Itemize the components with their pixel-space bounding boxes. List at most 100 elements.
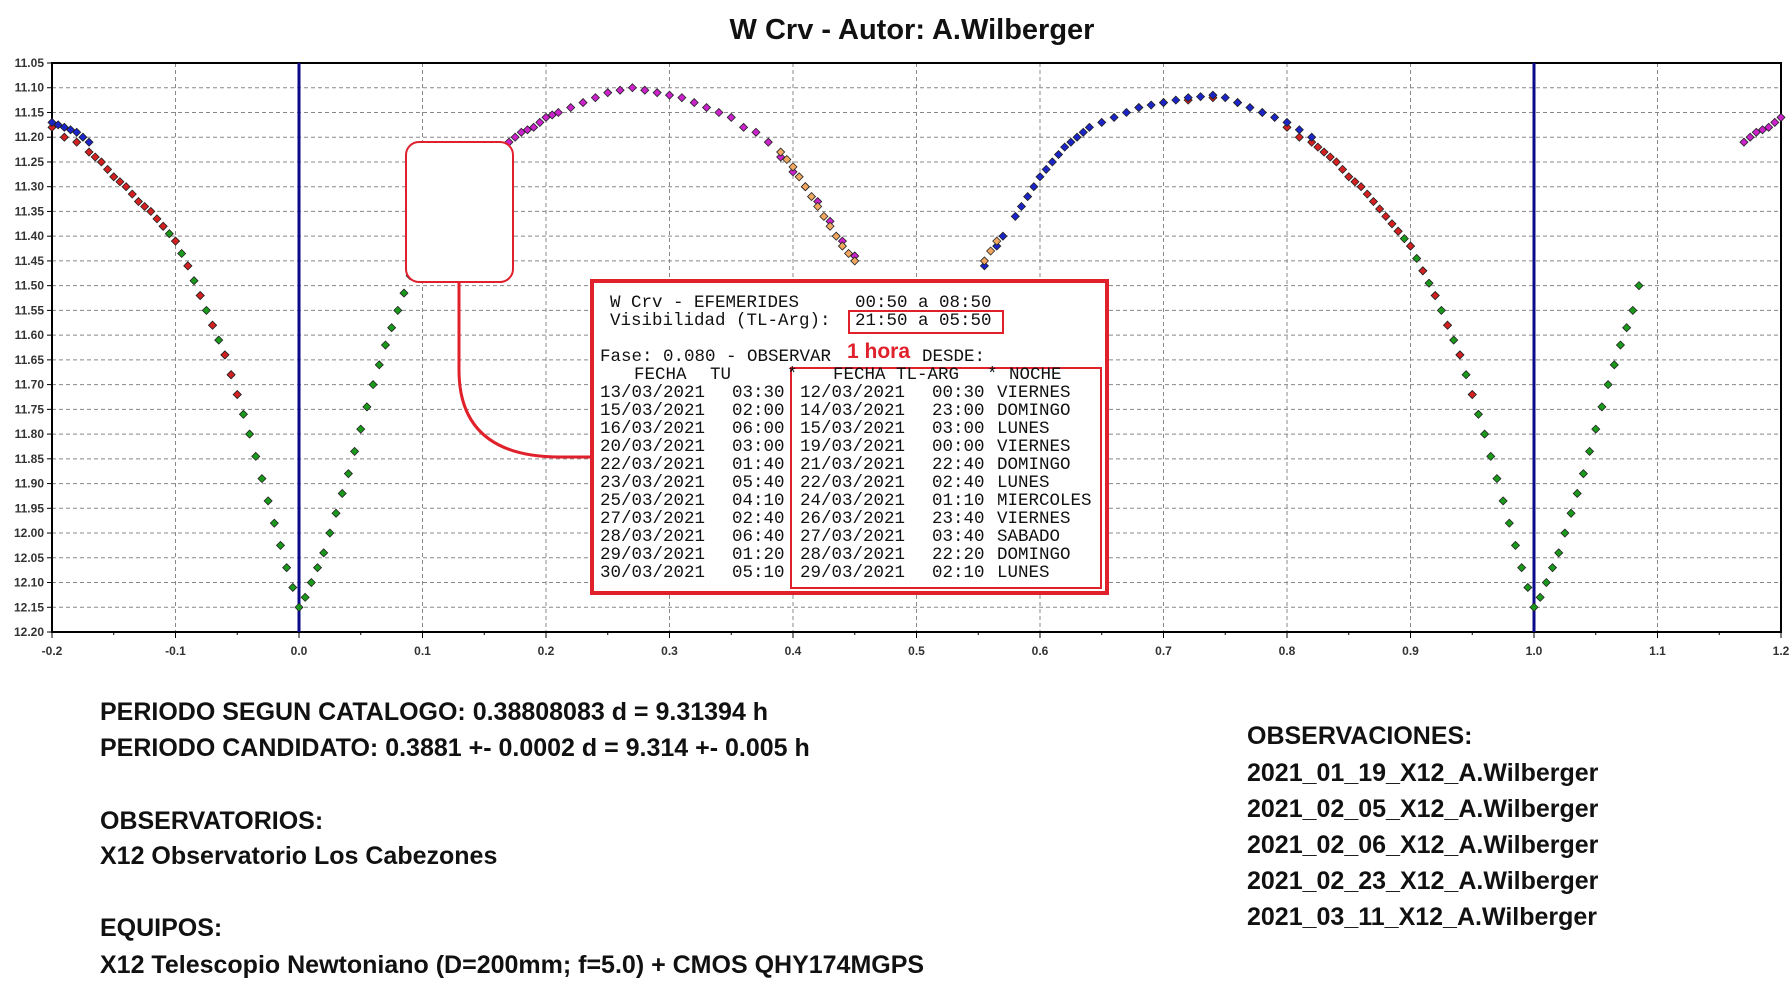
data-point-series-1 xyxy=(1418,266,1428,276)
data-point-series-2 xyxy=(1282,117,1292,127)
data-point-series-0 xyxy=(1535,592,1545,602)
data-point-series-1 xyxy=(158,221,168,231)
x-tick-label: 0.4 xyxy=(785,644,802,658)
equipo: X12 Telescopio Newtoniano (D=200mm; f=5.… xyxy=(100,951,925,979)
phase-line: Fase: 0.080 - OBSERVAR xyxy=(600,347,832,367)
data-point-series-0 xyxy=(1529,602,1539,612)
data-point-series-2 xyxy=(1121,107,1132,118)
visibility-range: 21:50 a 05:50 xyxy=(855,311,992,331)
data-point-series-4 xyxy=(850,256,860,266)
data-point-series-0 xyxy=(1615,340,1626,350)
ephemeris-cell-tu: 03:30 xyxy=(732,383,785,403)
y-tick-label: 11.60 xyxy=(15,328,45,342)
data-point-series-4 xyxy=(992,236,1002,246)
data-point-series-2 xyxy=(59,122,69,132)
data-point-series-2 xyxy=(53,120,63,130)
y-tick-label: 11.95 xyxy=(15,501,45,515)
data-point-series-0 xyxy=(1523,582,1533,593)
data-point-series-0 xyxy=(1541,577,1551,588)
equipos-label: EQUIPOS: xyxy=(100,914,223,942)
data-point-series-0 xyxy=(350,446,360,456)
data-point-series-2 xyxy=(47,117,57,127)
ephemeris-cell-fecha-tl: 12/03/2021 xyxy=(800,383,906,403)
data-point-series-0 xyxy=(164,229,174,239)
y-tick-label: 11.15 xyxy=(15,105,45,119)
data-point-series-0 xyxy=(251,451,261,461)
data-point-series-0 xyxy=(1572,488,1582,499)
ephemeris-cell-fecha: 28/03/2021 xyxy=(600,527,706,547)
data-point-series-2 xyxy=(1053,149,1064,160)
y-tick-label: 11.65 xyxy=(15,353,45,367)
data-point-series-1 xyxy=(72,137,82,147)
data-point-series-0 xyxy=(325,528,335,538)
data-point-series-3 xyxy=(529,122,539,132)
data-point-series-2 xyxy=(1066,137,1076,147)
data-point-series-3 xyxy=(714,107,724,118)
ephemeris-cell-tl: 01:10 xyxy=(932,491,985,511)
data-point-series-4 xyxy=(844,248,854,259)
data-point-series-1 xyxy=(1368,196,1379,207)
data-point-series-4 xyxy=(776,147,786,157)
data-point-series-0 xyxy=(1591,424,1601,434)
data-point-series-0 xyxy=(380,340,391,350)
data-point-series-3 xyxy=(739,122,749,132)
x-tick-label: 1.0 xyxy=(1526,644,1543,658)
data-point-series-1 xyxy=(146,206,156,217)
data-point-series-0 xyxy=(1603,380,1613,390)
data-point-series-1 xyxy=(90,152,100,162)
visibility-label: Visibilidad (TL-Arg): xyxy=(610,311,831,331)
data-point-series-3 xyxy=(603,88,613,98)
y-tick-label: 11.30 xyxy=(15,180,45,194)
data-point-series-1 xyxy=(1282,122,1292,132)
data-point-series-1 xyxy=(1331,157,1341,167)
data-point-series-2 xyxy=(1270,112,1280,122)
ephemeris-cell-tl: 00:00 xyxy=(932,437,985,457)
data-point-series-3 xyxy=(1764,122,1774,132)
data-point-series-3 xyxy=(726,112,736,122)
ephemeris-cell-fecha: 22/03/2021 xyxy=(600,455,706,475)
data-point-series-1 xyxy=(1381,211,1391,221)
ephemeris-cell-noche: VIERNES xyxy=(997,437,1071,457)
data-point-series-2 xyxy=(1072,132,1082,142)
data-point-series-2 xyxy=(1047,157,1057,167)
data-point-series-1 xyxy=(1375,204,1385,214)
ephemeris-cell-fecha-tl: 29/03/2021 xyxy=(800,563,906,583)
data-point-series-0 xyxy=(1412,253,1422,264)
ephemeris-cell-fecha: 20/03/2021 xyxy=(600,437,706,457)
y-tick-label: 12.15 xyxy=(14,600,44,614)
header-star: * xyxy=(787,365,798,385)
data-point-series-3 xyxy=(652,88,662,98)
y-tick-label: 12.00 xyxy=(14,526,44,540)
data-point-series-3 xyxy=(640,85,650,95)
data-point-series-3 xyxy=(547,110,557,120)
data-point-series-1 xyxy=(96,157,106,167)
data-point-series-0 xyxy=(374,360,384,370)
ephemeris-cell-tl: 22:20 xyxy=(932,545,985,565)
data-point-series-4 xyxy=(979,256,989,266)
data-point-series-1 xyxy=(1356,182,1366,192)
ephemeris-cell-tl: 03:00 xyxy=(932,419,985,439)
data-point-series-4 xyxy=(800,182,810,192)
data-point-series-2 xyxy=(1307,132,1317,142)
data-point-series-1 xyxy=(127,189,137,199)
data-point-series-2 xyxy=(1183,93,1193,103)
data-point-series-3 xyxy=(788,167,798,177)
data-point-series-1 xyxy=(1344,172,1354,182)
data-point-series-1 xyxy=(1307,137,1317,147)
data-point-series-3 xyxy=(578,98,588,108)
data-point-series-4 xyxy=(782,154,792,165)
observacion: 2021_03_11_X12_A.Wilberger xyxy=(1247,903,1598,931)
data-point-series-2 xyxy=(1146,100,1156,110)
ephemeris-cell-tl: 03:40 xyxy=(932,527,985,547)
desde-label: DESDE: xyxy=(922,347,986,367)
ephemeris-cell-tl: 22:40 xyxy=(932,455,985,475)
data-point-series-2 xyxy=(1010,211,1020,221)
data-point-series-0 xyxy=(312,563,323,573)
data-point-series-3 xyxy=(1745,132,1755,142)
data-point-series-1 xyxy=(121,182,131,192)
data-point-series-1 xyxy=(170,236,181,246)
ephemeris-cell-noche: LUNES xyxy=(997,563,1050,583)
data-point-series-0 xyxy=(1554,548,1564,558)
data-point-series-3 xyxy=(510,132,520,142)
data-point-series-0 xyxy=(1622,323,1632,333)
